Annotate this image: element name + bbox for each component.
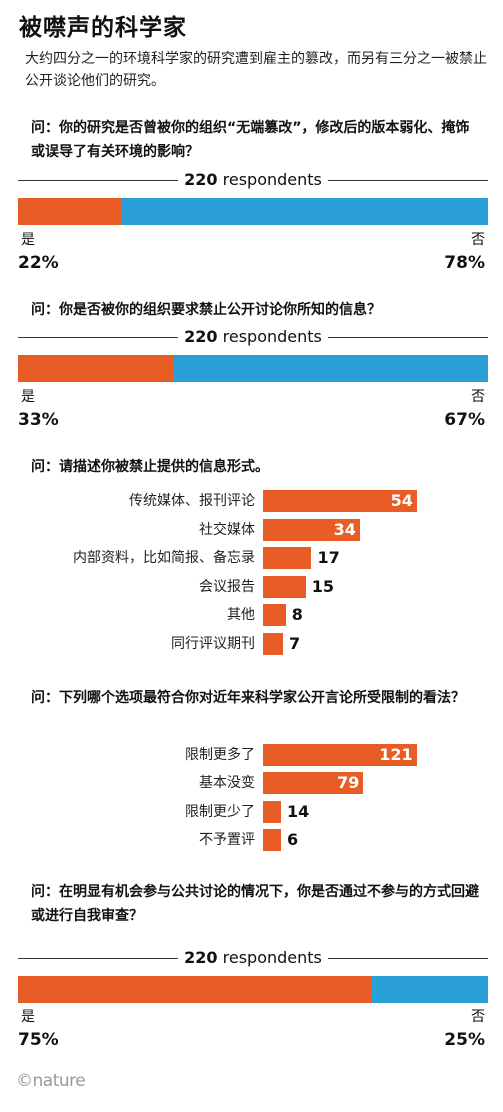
bar-value-label: 8: [291, 605, 303, 625]
split-bar-yes-segment: [18, 976, 371, 1003]
respondents-count: 220: [184, 948, 218, 967]
bar: [263, 744, 417, 766]
split-bar-no-segment: [121, 198, 488, 225]
bar-value-label: 34: [333, 519, 356, 539]
divider-rule: [18, 180, 178, 181]
chart-title: 被噤声的科学家: [19, 15, 187, 41]
no-percent: 25%: [444, 1030, 485, 1050]
split-bar-5: [18, 976, 488, 1003]
yes-percent: 22%: [18, 253, 59, 273]
bar-value-label: 17: [317, 548, 340, 568]
bar-value-label: 121: [379, 745, 413, 764]
bar-category-label: 会议报告: [199, 578, 255, 595]
respondents-count: 220: [184, 170, 218, 189]
respondents-word: respondents: [222, 327, 322, 346]
bar-value-label: 15: [311, 576, 335, 596]
bar: [263, 575, 306, 598]
bar-row: 限制更少了 14: [0, 800, 503, 823]
bar-value-label: 6: [287, 830, 299, 850]
question-1: 问：你的研究是否曾被你的组织“无端篡改”，修改后的版本弱化、掩饰或误导了有关环境…: [31, 120, 470, 160]
respondents-count: 220: [184, 327, 218, 346]
split-bar-no-segment: [370, 976, 488, 1003]
bar-value-label: 54: [390, 491, 413, 510]
bar-category-label: 社交媒体: [199, 521, 255, 538]
split-bar-no-segment: [173, 355, 488, 382]
no-percent: 67%: [444, 410, 485, 430]
bar-row: 内部资料，比如简报、备忘录 17: [0, 547, 503, 570]
bar-row: 会议报告 15: [0, 575, 503, 598]
bar: [263, 547, 312, 570]
bar-category-label: 传统媒体、报刊评论: [129, 493, 255, 509]
bar-category-label: 不予置评: [199, 832, 255, 849]
respondents-row-1: 220 respondents: [18, 170, 488, 190]
divider-rule: [328, 958, 488, 959]
question-3: 问：请描述你被禁止提供的信息形式。: [31, 459, 269, 475]
bar-row: 其他 8: [0, 604, 503, 627]
question-4: 问：下列哪个选项最符合你对近年来科学家公开言论所受限制的看法？: [31, 690, 465, 706]
no-label: 否: [471, 1009, 485, 1025]
divider-rule: [328, 180, 488, 181]
bar-value-label: 7: [288, 634, 301, 653]
bar-row: 同行评议期刊 7: [0, 633, 503, 655]
yes-percent: 75%: [18, 1030, 59, 1050]
bar: [263, 604, 286, 627]
bar-category-label: 其他: [227, 607, 255, 624]
bar: [263, 518, 360, 541]
bar-row: 传统媒体、报刊评论 54: [0, 490, 503, 512]
respondents-word: respondents: [222, 170, 322, 189]
bar-row: 限制更多了 121: [0, 744, 503, 766]
chart-subtitle: 大约四分之一的环境科学家的研究遭到雇主的篡改，而另有三分之一被禁止公开谈论他们的…: [25, 51, 487, 89]
respondents-word: respondents: [222, 948, 322, 967]
no-percent: 78%: [444, 253, 485, 273]
bar-row: 不予置评 6: [0, 829, 503, 852]
split-bar-yes-segment: [18, 198, 122, 225]
respondents-row-5: 220 respondents: [18, 948, 488, 968]
bar-row: 基本没变 79: [0, 772, 503, 795]
bar: [263, 490, 417, 512]
divider-rule: [328, 337, 488, 338]
split-bar-2: [18, 355, 488, 382]
bar-category-label: 限制更少了: [185, 803, 255, 820]
respondents-row-2: 220 respondents: [18, 327, 488, 347]
nature-logo: ©nature: [16, 1071, 86, 1091]
bar: [263, 633, 283, 655]
bar: [263, 772, 364, 795]
bar-value-label: 14: [287, 801, 310, 821]
yes-label: 是: [21, 389, 35, 405]
question-5: 问：在明显有机会参与公共讨论的情况下，你是否通过不参与的方式回避或进行自我审查？: [31, 884, 479, 924]
bar-category-label: 同行评议期刊: [171, 636, 255, 652]
split-bar-yes-segment: [18, 355, 174, 382]
bar-value-label: 79: [337, 773, 360, 793]
bar-category-label: 基本没变: [199, 775, 255, 792]
yes-label: 是: [21, 1009, 35, 1025]
yes-percent: 33%: [18, 410, 59, 430]
bar-row: 社交媒体 34: [0, 518, 503, 541]
divider-rule: [18, 958, 178, 959]
yes-label: 是: [21, 232, 35, 248]
bar-category-label: 限制更多了: [185, 747, 255, 763]
bar-category-label: 内部资料，比如简报、备忘录: [73, 550, 255, 567]
bar: [263, 800, 281, 823]
no-label: 否: [471, 389, 485, 405]
question-2: 问：你是否被你的组织要求禁止公开讨论你所知的信息？: [31, 302, 381, 318]
bar: [263, 829, 281, 852]
split-bar-1: [18, 198, 488, 225]
no-label: 否: [471, 232, 485, 248]
divider-rule: [18, 337, 178, 338]
